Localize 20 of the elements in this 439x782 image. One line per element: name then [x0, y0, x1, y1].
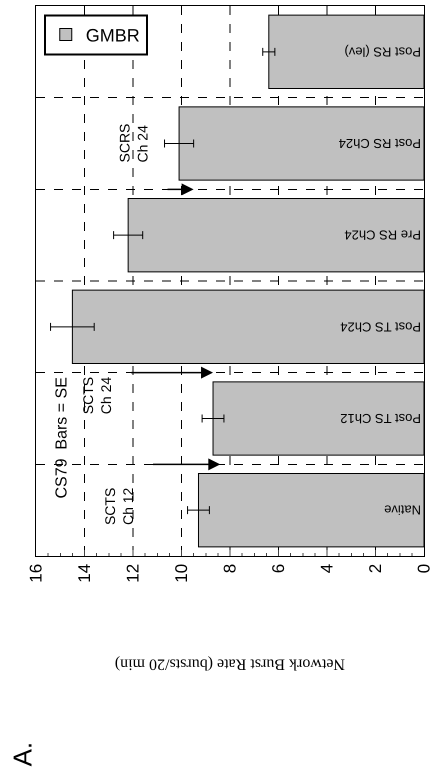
y-tick-label: Pre RS Ch24	[344, 228, 421, 243]
x-tick-label: 0	[414, 564, 434, 574]
x-tick-label: 4	[318, 564, 337, 574]
y-tick-label: Post TS Ch12	[340, 411, 421, 426]
y-tick-label: Post RS Ch24	[338, 136, 421, 151]
x-tick-label: 6	[269, 564, 288, 574]
x-axis-title: Network Burst Rate (bursts/20 min)	[114, 656, 345, 672]
annotation: CS79 Bars = SE	[54, 377, 71, 499]
x-tick-label: 2	[366, 564, 386, 574]
text: A.	[7, 742, 38, 766]
annotation: SCRS Ch 24	[116, 124, 151, 162]
x-tick-label: 16	[26, 564, 46, 583]
y-tick-label: Post TS Ch24	[340, 319, 421, 334]
legend-label: GMBR	[86, 25, 140, 46]
x-tick-label: 14	[75, 564, 94, 583]
x-tick-label: 8	[220, 564, 240, 574]
y-tick-label: Post RS (lev)	[344, 44, 421, 60]
x-tick-label: 10	[172, 564, 192, 583]
x-tick-label: 12	[124, 564, 143, 583]
y-tick-label: Native	[384, 502, 421, 518]
